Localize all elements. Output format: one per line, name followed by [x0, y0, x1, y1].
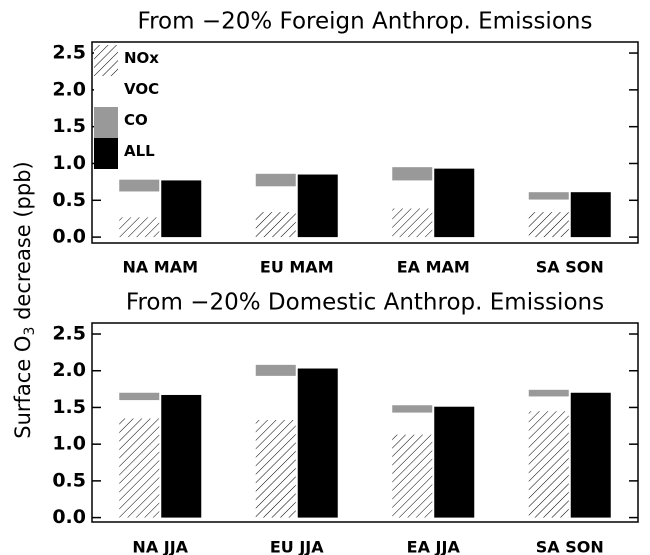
bar: [528, 396, 569, 412]
bar: [255, 212, 296, 238]
bar: [392, 405, 433, 413]
bar: [528, 389, 569, 397]
x-tick-label: NA MAM: [122, 258, 198, 277]
legend-swatch: [94, 76, 118, 107]
legend-label: ALL: [124, 142, 155, 160]
bar: [434, 406, 475, 518]
bar: [119, 191, 160, 218]
legend-label: VOC: [124, 80, 159, 98]
y-tick-label: 0.0: [52, 226, 86, 248]
bar: [570, 192, 611, 238]
legend-label: NOx: [124, 49, 159, 67]
bar: [528, 199, 569, 213]
y-tick-label: 1.0: [52, 152, 86, 174]
x-tick-label: EA JJA: [407, 538, 461, 555]
y-label-rest: decrease (ppb): [11, 161, 35, 326]
y-axis-label: Surface O3 decrease (ppb): [11, 161, 38, 439]
y-tick-label: 2.0: [52, 78, 86, 100]
bar: [297, 174, 338, 238]
bar: [528, 192, 569, 200]
x-tick-label: EU MAM: [260, 258, 334, 277]
x-tick-label: EA MAM: [397, 258, 470, 277]
legend-swatch: [94, 107, 118, 138]
y-label-text: Surface O: [11, 336, 35, 439]
chart-title: From −20% Domestic Anthrop. Emissions: [126, 290, 604, 316]
bar: [119, 179, 160, 192]
bar: [392, 167, 433, 181]
plot-frame: [91, 322, 639, 523]
y-tick-label: 0.5: [52, 189, 86, 211]
y-tick-label: 2.5: [52, 42, 86, 64]
y-tick-label: 1.5: [52, 396, 86, 418]
x-tick-label: NA JJA: [132, 538, 188, 555]
bar: [119, 400, 160, 419]
bar: [528, 411, 569, 518]
bar: [255, 173, 296, 187]
bar: [392, 180, 433, 209]
legend-label: CO: [124, 111, 148, 129]
x-tick-label: SA SON: [536, 258, 604, 277]
bar: [392, 412, 433, 435]
bar: [119, 217, 160, 238]
bar: [434, 168, 475, 238]
y-tick-label: 1.5: [52, 115, 86, 137]
bar: [570, 392, 611, 518]
y-tick-label: 0.5: [52, 469, 86, 491]
y-label-subscript: 3: [22, 327, 38, 336]
x-tick-label: EU JJA: [270, 538, 324, 555]
bar: [392, 208, 433, 238]
chart-title: From −20% Foreign Anthrop. Emissions: [138, 9, 593, 35]
y-tick-label: 0.0: [52, 506, 86, 528]
legend-swatch: [94, 45, 118, 76]
bar: [255, 419, 296, 518]
bar: [119, 418, 160, 518]
bar: [161, 180, 202, 238]
legend-swatch: [94, 138, 118, 169]
bar: [119, 392, 160, 401]
x-tick-label: SA SON: [536, 538, 604, 555]
bar: [255, 186, 296, 213]
bar: [392, 434, 433, 518]
bar: [297, 368, 338, 518]
y-tick-label: 1.0: [52, 433, 86, 455]
bar: [161, 394, 202, 518]
plot-frame: [91, 41, 639, 244]
bar: [255, 364, 296, 376]
y-tick-label: 2.0: [52, 359, 86, 381]
bar: [528, 212, 569, 238]
y-tick-label: 2.5: [52, 323, 86, 345]
bar: [255, 375, 296, 420]
